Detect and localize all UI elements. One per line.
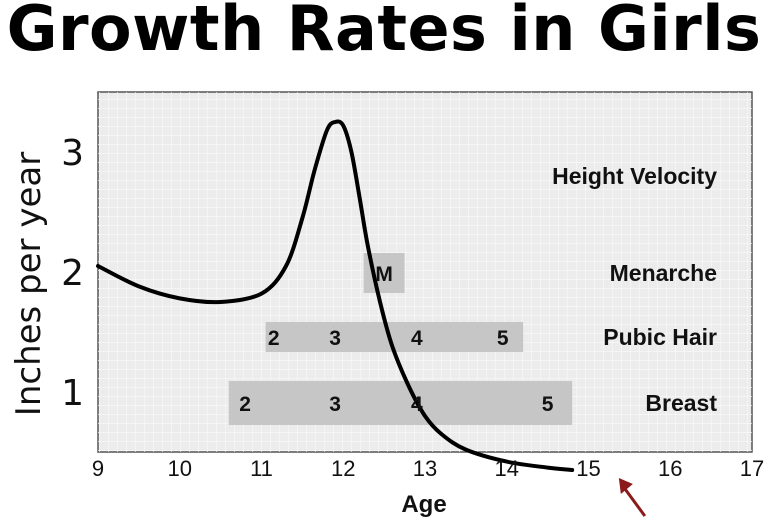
stage-label: 5 xyxy=(542,393,554,416)
x-tick-label: 12 xyxy=(331,456,355,481)
y-axis-ticks: 1 2 3 xyxy=(61,133,84,414)
x-tick-label: 15 xyxy=(576,456,600,481)
x-tick-label: 11 xyxy=(250,456,273,481)
x-axis-label: Age xyxy=(401,491,446,518)
x-tick-label: 10 xyxy=(168,456,192,481)
stage-label: 4 xyxy=(411,393,423,416)
height-velocity-line xyxy=(96,119,575,472)
annotation-arrow xyxy=(618,478,647,517)
stage-label: M xyxy=(375,263,393,286)
stage-bar xyxy=(228,381,573,425)
stage-label: 3 xyxy=(329,393,341,416)
row-label: Height Velocity xyxy=(552,163,717,189)
y-axis-label: Inches per year xyxy=(9,152,49,416)
row-label: Breast xyxy=(645,390,717,416)
x-tick-label: 14 xyxy=(495,456,519,481)
x-tick-label: 9 xyxy=(92,456,104,481)
x-axis-ticks: 9 10 11 12 13 14 15 16 17 xyxy=(92,456,764,481)
row-label: Menarche xyxy=(610,260,717,286)
x-tick-label: 13 xyxy=(413,456,437,481)
x-tick-label: 16 xyxy=(658,456,682,481)
x-tick-label: 17 xyxy=(740,456,764,481)
arrow-head xyxy=(618,478,633,494)
stage-label: 4 xyxy=(411,327,423,350)
row-labels: Height Velocity Menarche Pubic Hair Breast M… xyxy=(239,163,717,416)
arrow-shaft xyxy=(621,485,647,517)
stage-label: 2 xyxy=(268,327,280,350)
series-lines xyxy=(96,119,575,472)
row-label: Pubic Hair xyxy=(603,324,717,350)
stage-label: 5 xyxy=(497,327,509,350)
y-tick-label: 3 xyxy=(61,133,84,174)
stage-bars xyxy=(228,253,573,425)
y-tick-label: 2 xyxy=(61,253,84,294)
y-tick-label: 1 xyxy=(61,373,84,414)
chart-title: Growth Rates in Girls xyxy=(6,0,762,65)
plot-area xyxy=(97,91,753,453)
stage-label: 3 xyxy=(329,327,341,350)
stage-label: 2 xyxy=(239,393,251,416)
